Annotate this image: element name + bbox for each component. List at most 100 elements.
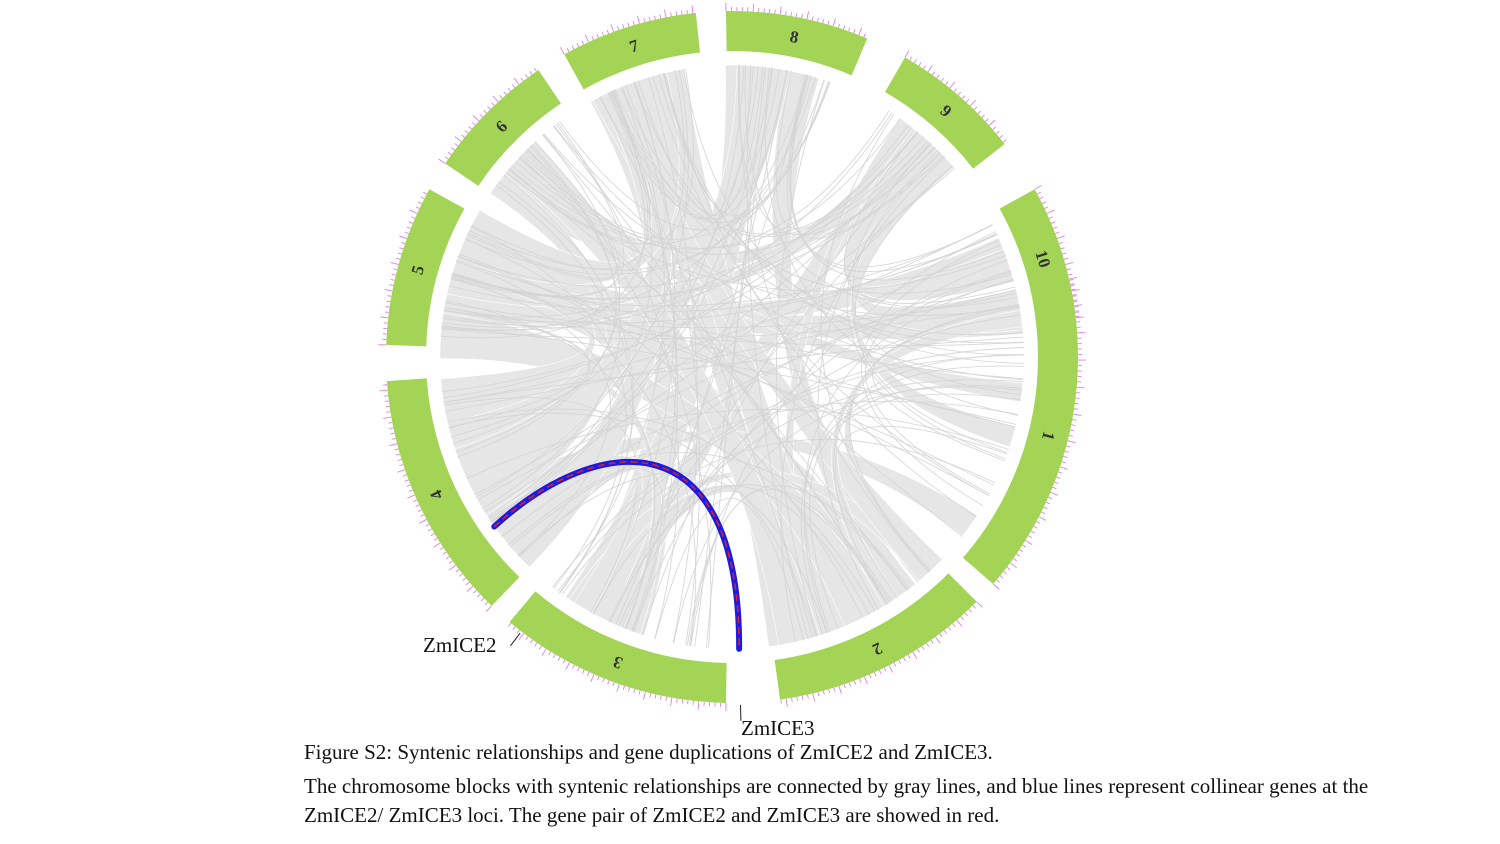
tick-mark bbox=[442, 551, 447, 555]
tick-mark bbox=[492, 95, 499, 103]
synteny-line bbox=[746, 65, 809, 640]
tick-mark bbox=[430, 533, 435, 537]
tick-mark bbox=[415, 206, 420, 209]
tick-mark bbox=[992, 583, 1000, 590]
synteny-line bbox=[542, 134, 889, 605]
synteny-line bbox=[445, 292, 1018, 329]
tick-mark bbox=[444, 156, 449, 160]
tick-mark bbox=[538, 645, 542, 650]
synteny-line bbox=[641, 142, 932, 636]
synteny-line bbox=[508, 468, 664, 632]
tick-mark bbox=[455, 569, 460, 573]
synteny-line bbox=[647, 77, 698, 644]
tick-mark bbox=[779, 6, 782, 15]
synteny-line bbox=[505, 68, 694, 245]
tick-mark bbox=[511, 84, 516, 89]
tick-mark bbox=[1063, 257, 1068, 260]
tick-mark bbox=[1061, 461, 1066, 464]
synteny-line bbox=[561, 438, 996, 595]
tick-mark bbox=[878, 669, 882, 674]
tick-mark bbox=[858, 678, 862, 683]
tick-mark bbox=[791, 697, 793, 702]
tick-mark bbox=[491, 102, 495, 106]
tick-mark bbox=[433, 542, 441, 548]
tick-mark bbox=[385, 405, 390, 408]
synteny-line bbox=[443, 309, 590, 429]
tick-mark bbox=[1063, 455, 1068, 459]
chromosome-block-7 bbox=[564, 12, 701, 90]
tick-mark bbox=[1009, 562, 1017, 568]
tick-mark bbox=[387, 295, 392, 297]
tick-mark bbox=[407, 494, 415, 499]
tick-mark bbox=[632, 21, 635, 26]
synteny-line bbox=[683, 68, 1024, 356]
tick-mark bbox=[1041, 201, 1046, 205]
tick-mark bbox=[1074, 408, 1079, 410]
tick-mark bbox=[389, 284, 394, 287]
tick-mark bbox=[1071, 288, 1076, 291]
tick-mark bbox=[391, 273, 396, 276]
chromosome-ticks bbox=[378, 3, 1086, 711]
tick-mark bbox=[602, 678, 605, 683]
tick-mark bbox=[918, 62, 922, 67]
tick-mark bbox=[562, 659, 566, 664]
tick-mark bbox=[947, 626, 952, 631]
tick-mark bbox=[848, 682, 851, 687]
tick-mark bbox=[461, 134, 465, 138]
tick-mark bbox=[529, 639, 533, 644]
tick-mark bbox=[691, 5, 694, 14]
tick-mark bbox=[1025, 539, 1033, 545]
tick-mark bbox=[943, 630, 947, 634]
tick-mark bbox=[1037, 191, 1041, 195]
synteny-line bbox=[607, 65, 754, 219]
tick-mark bbox=[932, 71, 936, 76]
figure-caption-title: Figure S2: Syntenic relationships and ge… bbox=[304, 740, 993, 764]
tick-mark bbox=[1073, 299, 1078, 301]
tick-mark bbox=[464, 130, 469, 134]
tick-mark bbox=[976, 601, 983, 608]
tick-mark bbox=[447, 151, 452, 155]
synteny-line bbox=[443, 224, 993, 403]
chromosome-block-2 bbox=[774, 573, 977, 700]
tick-mark bbox=[961, 95, 966, 99]
tick-mark bbox=[389, 427, 394, 430]
tick-mark bbox=[1002, 139, 1007, 143]
tick-mark bbox=[391, 437, 396, 440]
tick-mark bbox=[969, 99, 977, 107]
chromosome-label-8: 8 bbox=[788, 27, 800, 47]
synteny-line bbox=[457, 256, 990, 496]
tick-mark bbox=[796, 696, 799, 701]
synteny-line bbox=[864, 259, 1008, 495]
tick-mark bbox=[420, 514, 425, 517]
tick-mark bbox=[1070, 429, 1075, 432]
tick-mark bbox=[1050, 491, 1059, 496]
tick-mark bbox=[1030, 530, 1035, 534]
tick-mark bbox=[1071, 424, 1076, 427]
tick-mark bbox=[462, 577, 467, 581]
synteny-line bbox=[455, 134, 620, 453]
synteny-line bbox=[515, 140, 929, 255]
tick-mark bbox=[1065, 261, 1074, 265]
tick-mark bbox=[1072, 295, 1077, 297]
zmice3-label: ZmICE3 bbox=[741, 716, 815, 740]
tick-mark bbox=[1039, 196, 1044, 200]
synteny-line bbox=[475, 69, 689, 498]
synteny-ribbon bbox=[850, 150, 1016, 448]
tick-mark bbox=[485, 605, 492, 612]
tick-mark bbox=[960, 616, 964, 620]
synteny-line bbox=[861, 239, 1000, 507]
synteny-line bbox=[615, 75, 809, 625]
tick-mark bbox=[1048, 216, 1053, 219]
tick-mark bbox=[785, 698, 788, 707]
tick-mark bbox=[1066, 445, 1071, 448]
tick-mark bbox=[676, 698, 678, 703]
tick-mark bbox=[399, 247, 404, 250]
chromosome-label-10: 10 bbox=[1031, 248, 1054, 270]
synteny-line bbox=[466, 409, 1010, 479]
tick-mark bbox=[1073, 413, 1082, 416]
tick-mark bbox=[503, 91, 507, 95]
tick-mark bbox=[458, 573, 463, 577]
tick-mark bbox=[903, 657, 906, 662]
synteny-line bbox=[705, 66, 766, 648]
tick-mark bbox=[822, 19, 825, 24]
